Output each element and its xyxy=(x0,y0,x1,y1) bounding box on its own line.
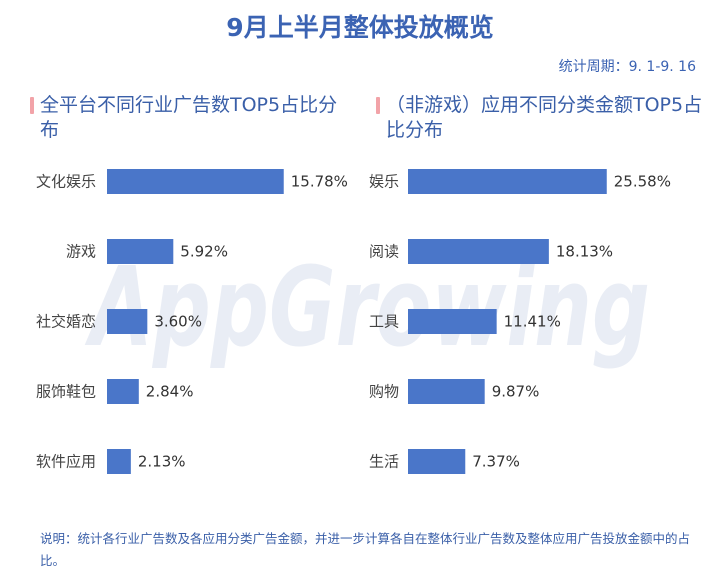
right-category-label: 阅读 xyxy=(369,243,399,261)
right-category-label: 生活 xyxy=(369,453,399,471)
left-bar xyxy=(107,239,174,264)
chart-title-left: 全平台不同行业广告数TOP5占比分布 xyxy=(30,93,340,143)
chart-app-category-spend-share: 娱乐 25.58% 阅读 18.13% 工具 11.41% 购物 9.87% 生活 7.37% xyxy=(369,169,671,474)
chart-title-left-text: 全平台不同行业广告数TOP5占比分布 xyxy=(40,94,338,141)
stat-period: 统计周期：9. 1-9. 16 xyxy=(558,59,696,75)
left-category-label: 服饰鞋包 xyxy=(36,383,96,401)
right-value-label: 11.41% xyxy=(504,313,561,331)
chart-title-right-text: （非游戏）应用不同分类金额TOP5占比分布 xyxy=(386,94,703,141)
watermark: AppGrowing xyxy=(84,243,650,371)
right-bar xyxy=(408,449,466,474)
right-bar xyxy=(408,379,485,404)
left-category-label: 游戏 xyxy=(66,243,96,261)
title-accent-bar xyxy=(30,97,34,114)
right-bar xyxy=(408,239,549,264)
footnote: 说明：统计各行业广告数及各应用分类广告金额，并进一步计算各自在整体行业广告数及整… xyxy=(40,531,691,568)
right-value-label: 25.58% xyxy=(614,173,671,191)
left-value-label: 3.60% xyxy=(154,313,202,331)
right-value-label: 18.13% xyxy=(556,243,613,261)
chart-title-right: （非游戏）应用不同分类金额TOP5占比分布 xyxy=(376,93,706,143)
right-bar xyxy=(408,169,607,194)
right-category-label: 工具 xyxy=(369,313,399,331)
right-bar xyxy=(408,309,497,334)
chart-industry-ad-share: 文化娱乐 15.78% 游戏 5.92% 社交婚恋 3.60% 服饰鞋包 2.84% 软件应用 2… xyxy=(36,169,348,474)
left-bar xyxy=(107,169,284,194)
left-bar xyxy=(107,449,131,474)
right-category-label: 购物 xyxy=(369,383,399,401)
left-value-label: 2.84% xyxy=(146,383,194,401)
left-bar xyxy=(107,309,148,334)
right-value-label: 9.87% xyxy=(492,383,540,401)
right-value-label: 7.37% xyxy=(472,453,520,471)
page-title: 9月上半月整体投放概览 xyxy=(226,13,494,42)
title-accent-bar xyxy=(376,97,380,114)
left-value-label: 5.92% xyxy=(180,243,228,261)
left-value-label: 2.13% xyxy=(138,453,186,471)
left-bar xyxy=(107,379,139,404)
right-category-label: 娱乐 xyxy=(369,173,399,191)
left-category-label: 社交婚恋 xyxy=(36,313,96,331)
left-value-label: 15.78% xyxy=(291,173,348,191)
left-category-label: 软件应用 xyxy=(36,453,96,471)
left-category-label: 文化娱乐 xyxy=(36,173,96,191)
